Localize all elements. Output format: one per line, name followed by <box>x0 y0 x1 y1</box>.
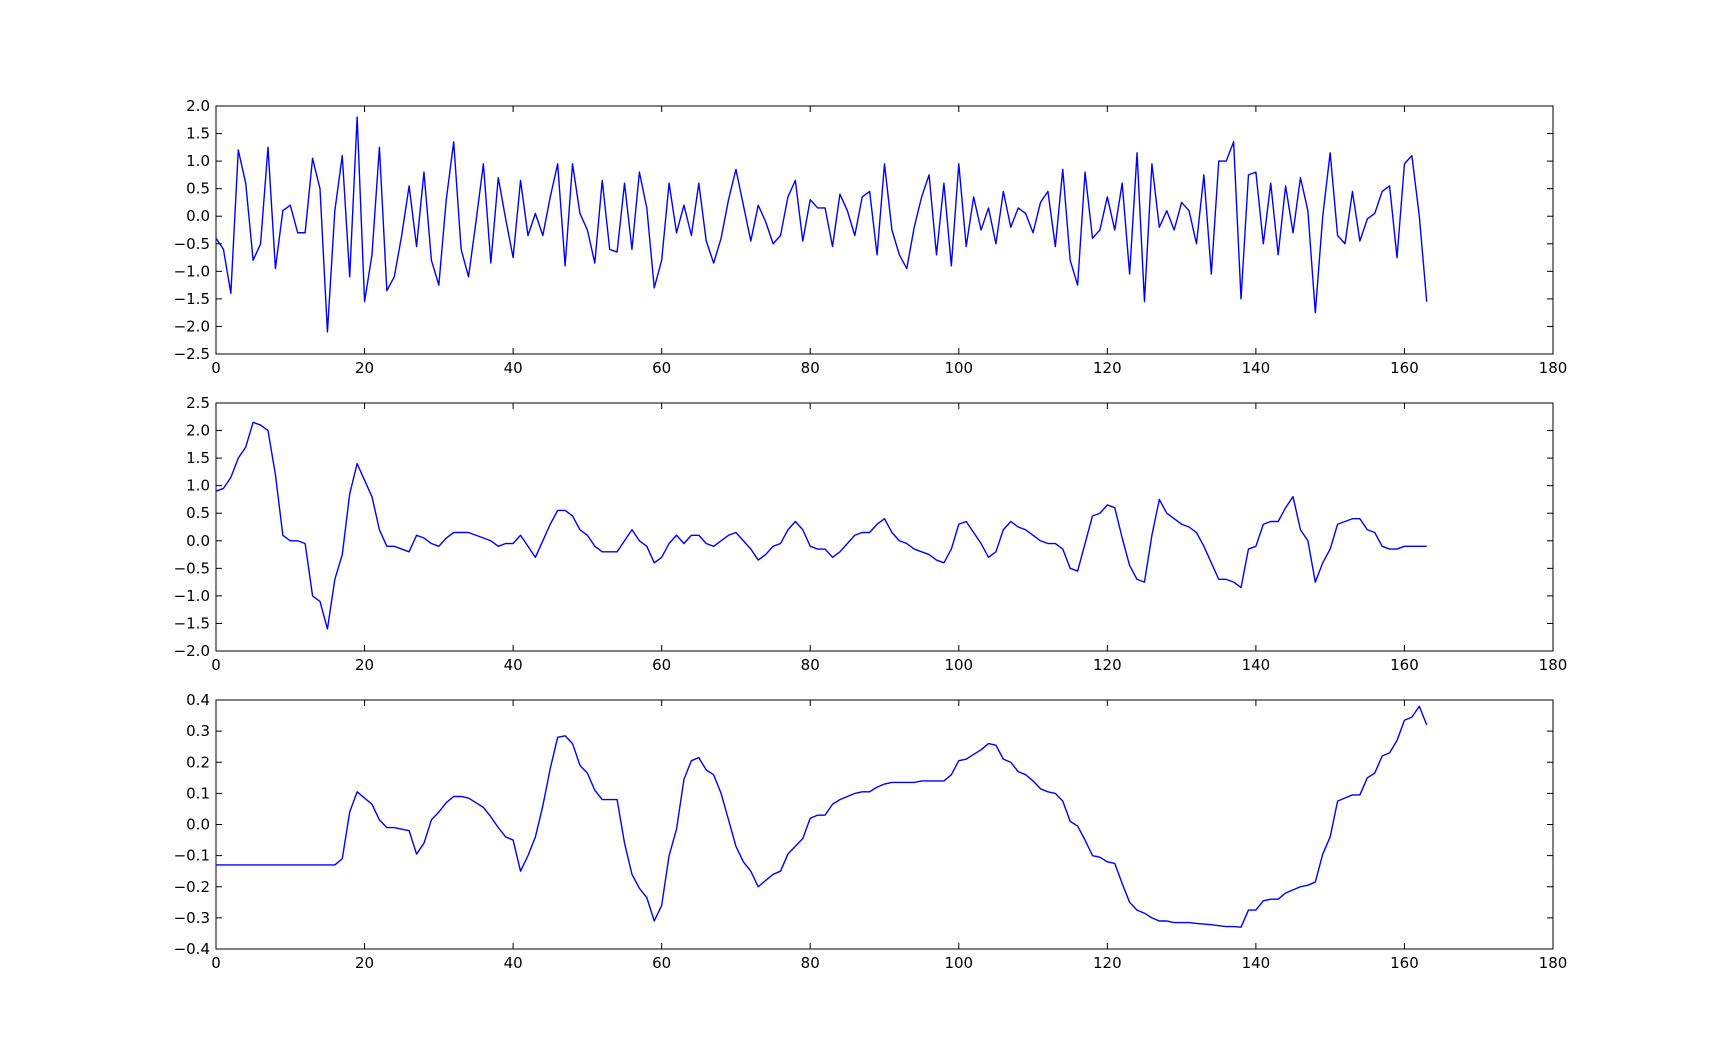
y-tick-label: 2.5 <box>186 394 210 412</box>
x-tick-label: 160 <box>1390 359 1419 377</box>
x-tick-label: 180 <box>1539 954 1568 972</box>
y-tick-label: 2.0 <box>186 422 210 440</box>
y-tick-label: 0.1 <box>186 784 210 802</box>
x-tick-label: 160 <box>1390 656 1419 674</box>
y-tick-label: 0.0 <box>186 207 210 225</box>
y-tick-label: 0.4 <box>186 691 210 709</box>
x-tick-label: 20 <box>355 656 374 674</box>
x-tick-label: 140 <box>1242 954 1271 972</box>
x-tick-label: 100 <box>944 359 973 377</box>
series-line <box>215 116 1428 333</box>
axes-frame <box>215 699 1554 950</box>
y-tick-label: −0.1 <box>174 847 210 865</box>
y-tick-label: −1.5 <box>174 290 210 308</box>
y-tick-label: 1.5 <box>186 449 210 467</box>
x-tick-label: 120 <box>1093 656 1122 674</box>
x-tick-label: 40 <box>504 359 523 377</box>
y-tick-label: 1.5 <box>186 125 210 143</box>
x-tick-label: 120 <box>1093 359 1122 377</box>
x-tick-label: 20 <box>355 954 374 972</box>
y-tick-label: 1.0 <box>186 477 210 495</box>
x-tick-label: 60 <box>652 656 671 674</box>
subplot-1: 0 20 40 60 80 100 120 140 160 180 −2.5 −2.0 −1.5 −1.0… <box>174 97 1568 377</box>
y-tick-label: −1.0 <box>174 587 210 605</box>
x-tick-label: 160 <box>1390 954 1419 972</box>
axes-frame <box>215 402 1554 652</box>
subplot-2: 0 20 40 60 80 100 120 140 160 180 −2.0 −1.5 −1.0 −0.5… <box>174 394 1568 674</box>
x-tick-label: 0 <box>211 656 221 674</box>
x-tick-label: 100 <box>944 954 973 972</box>
x-tick-label: 0 <box>211 359 221 377</box>
x-tick-label: 40 <box>504 656 523 674</box>
x-tick-label: 80 <box>801 359 820 377</box>
series-line <box>216 705 1428 928</box>
y-tick-label: −2.5 <box>174 345 210 363</box>
y-tick-label: 0.5 <box>186 504 210 522</box>
y-tick-label: −0.5 <box>174 559 210 577</box>
y-tick-label: 0.0 <box>186 816 210 834</box>
y-tick-label: 0.3 <box>186 722 210 740</box>
y-tick-label: 2.0 <box>186 97 210 115</box>
x-tick-label: 120 <box>1093 954 1122 972</box>
x-tick-label: 180 <box>1539 359 1568 377</box>
x-tick-label: 80 <box>801 656 820 674</box>
y-tick-label: −0.5 <box>174 235 210 253</box>
x-tick-label: 60 <box>652 954 671 972</box>
y-tick-label: −2.0 <box>174 642 210 660</box>
axes-frame <box>215 105 1554 355</box>
y-tick-label: −1.0 <box>174 262 210 280</box>
y-tick-label: 0.2 <box>186 753 210 771</box>
x-tick-label: 40 <box>504 954 523 972</box>
x-tick-label: 140 <box>1242 359 1271 377</box>
y-tick-label: −2.0 <box>174 317 210 335</box>
y-tick-label: 0.5 <box>186 180 210 198</box>
y-tick-label: −0.4 <box>174 940 210 958</box>
x-tick-label: 20 <box>355 359 374 377</box>
y-tick-label: −0.2 <box>174 878 210 896</box>
x-tick-label: 140 <box>1242 656 1271 674</box>
x-tick-label: 100 <box>944 656 973 674</box>
subplot-3: 0 20 40 60 80 100 120 140 160 180 −0.4 −0.3 −0.2 −0.1… <box>174 691 1568 972</box>
x-tick-label: 60 <box>652 359 671 377</box>
series-line <box>215 421 1427 630</box>
y-tick-label: 1.0 <box>186 152 210 170</box>
y-tick-label: −0.3 <box>174 909 210 927</box>
x-tick-label: 180 <box>1539 656 1568 674</box>
x-tick-label: 0 <box>211 954 221 972</box>
x-tick-label: 80 <box>801 954 820 972</box>
y-tick-label: 0.0 <box>186 532 210 550</box>
y-tick-label: −1.5 <box>174 614 210 632</box>
